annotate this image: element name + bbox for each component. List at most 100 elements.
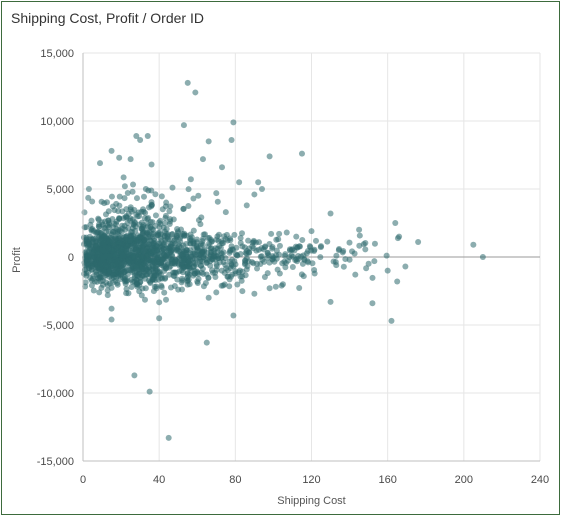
data-point[interactable] [199,156,206,163]
data-point[interactable] [198,214,205,221]
data-point[interactable] [141,296,148,303]
data-point[interactable] [108,193,115,200]
data-point[interactable] [273,236,280,243]
data-point[interactable] [156,224,163,231]
data-point[interactable] [118,262,125,269]
data-point[interactable] [311,267,318,274]
data-point[interactable] [131,253,138,260]
data-point[interactable] [340,263,347,270]
data-point[interactable] [82,261,89,268]
data-point[interactable] [192,89,199,96]
data-point[interactable] [239,243,246,250]
data-point[interactable] [392,220,399,226]
data-point[interactable] [266,285,273,292]
data-point[interactable] [138,244,145,251]
data-point[interactable] [155,229,162,236]
data-point[interactable] [85,248,92,255]
data-point[interactable] [356,242,363,249]
data-point[interactable] [95,248,102,255]
data-point[interactable] [283,229,290,236]
data-point[interactable] [195,192,202,199]
data-point[interactable] [112,235,119,242]
data-point[interactable] [254,265,261,272]
data-point[interactable] [150,248,157,255]
data-point[interactable] [238,230,245,237]
data-point[interactable] [169,184,176,191]
data-point[interactable] [104,292,111,299]
data-point[interactable] [356,226,363,233]
data-point[interactable] [227,237,234,244]
data-point[interactable] [251,290,258,297]
data-point[interactable] [130,181,137,188]
data-point[interactable] [139,230,146,237]
data-point[interactable] [273,247,280,254]
data-point[interactable] [127,229,134,236]
data-point[interactable] [162,203,169,210]
data-point[interactable] [272,283,279,290]
data-point[interactable] [88,236,95,243]
data-point[interactable] [97,237,104,244]
data-point[interactable] [163,225,170,232]
data-point[interactable] [231,231,238,238]
data-point[interactable] [236,179,243,186]
data-point[interactable] [148,266,155,273]
data-point[interactable] [311,248,318,255]
data-point[interactable] [243,255,250,262]
data-point[interactable] [187,176,194,183]
data-point[interactable] [201,246,208,253]
data-point[interactable] [116,154,123,161]
data-point[interactable] [148,199,155,206]
data-point[interactable] [371,258,378,265]
data-point[interactable] [312,237,319,244]
data-point[interactable] [93,230,100,237]
data-point[interactable] [167,216,174,223]
data-point[interactable] [152,277,159,284]
data-point[interactable] [140,208,147,215]
data-point[interactable] [205,138,212,145]
data-point[interactable] [238,277,245,284]
data-point[interactable] [213,190,220,197]
data-point[interactable] [124,267,131,274]
data-point[interactable] [228,137,235,144]
data-point[interactable] [122,246,129,253]
data-point[interactable] [98,198,105,205]
data-point[interactable] [123,286,130,293]
data-point[interactable] [192,251,199,258]
data-point[interactable] [213,266,220,273]
data-point[interactable] [181,256,188,263]
data-point[interactable] [269,253,276,260]
data-point[interactable] [110,224,117,231]
data-point[interactable] [97,160,104,167]
data-point[interactable] [128,208,135,215]
data-point[interactable] [162,215,169,222]
data-point[interactable] [146,229,153,236]
data-point[interactable] [142,275,149,282]
data-point[interactable] [362,239,369,246]
data-point[interactable] [197,258,204,265]
data-point[interactable] [234,252,241,259]
data-point[interactable] [288,246,295,253]
data-point[interactable] [122,226,129,233]
data-point[interactable] [205,294,212,301]
data-point[interactable] [106,257,113,264]
data-point[interactable] [255,239,262,246]
data-point[interactable] [222,255,229,262]
data-point[interactable] [187,231,194,238]
data-point[interactable] [140,193,147,200]
data-point[interactable] [103,263,110,270]
data-point[interactable] [371,240,378,247]
data-point[interactable] [231,258,238,265]
data-point[interactable] [119,222,126,229]
data-point[interactable] [229,271,236,278]
data-point[interactable] [108,305,115,312]
data-point[interactable] [88,263,95,270]
data-point[interactable] [133,264,140,271]
data-point[interactable] [388,317,395,324]
data-point[interactable] [166,236,173,243]
data-point[interactable] [203,271,210,278]
data-point[interactable] [352,271,359,278]
data-point[interactable] [178,226,185,233]
data-point[interactable] [244,263,251,270]
data-point[interactable] [175,286,182,293]
